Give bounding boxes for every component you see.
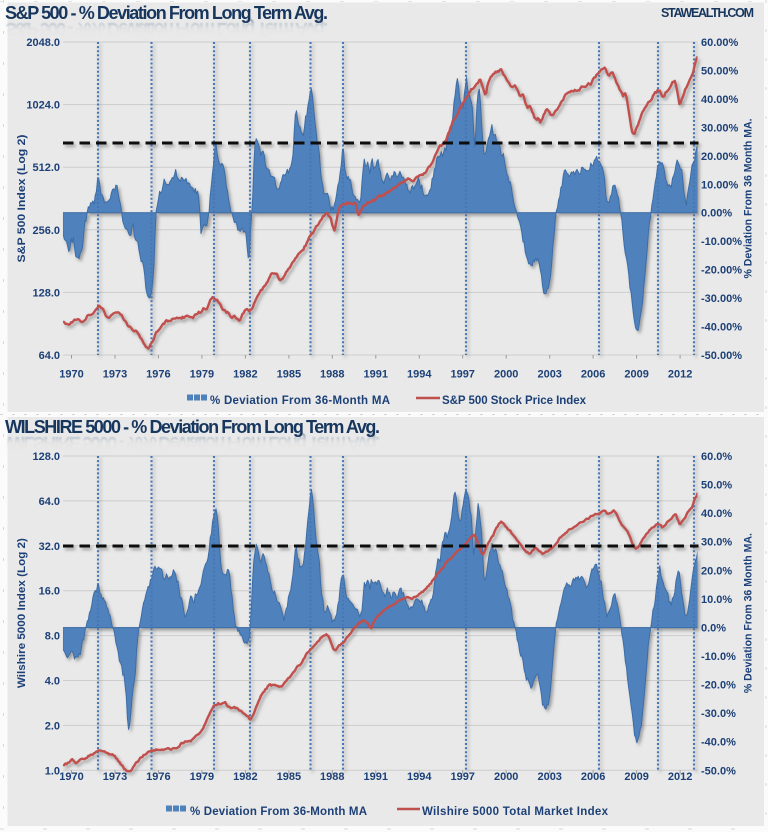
svg-text:WILSHIRE 5000 - % Deviation Fr: WILSHIRE 5000 - % Deviation From Long Te… [5,417,380,437]
svg-text:1988: 1988 [320,369,344,381]
svg-text:-30.0%: -30.0% [701,708,736,720]
svg-text:WILSHIRE 5000 - %% Deviation F: WILSHIRE 5000 - %% Deviation From Long T… [5,433,380,453]
svg-text:S&P 500 - %% Deviation From Lo: S&P 500 - %% Deviation From Long Term Av… [5,19,328,39]
svg-text:30.0%: 30.0% [701,537,732,549]
svg-text:1976: 1976 [146,369,170,381]
svg-text:-10.00%: -10.00% [701,236,742,248]
svg-text:8.0: 8.0 [45,631,60,643]
svg-text:30.00%: 30.00% [701,122,739,134]
svg-text:0.0%: 0.0% [701,622,726,634]
svg-text:1.0: 1.0 [45,765,60,777]
svg-text:1994: 1994 [407,771,432,783]
svg-text:50.0%: 50.0% [701,480,732,492]
svg-text:128.0: 128.0 [32,287,60,299]
svg-text:2012: 2012 [668,771,692,783]
svg-text:20.0%: 20.0% [701,565,732,577]
svg-text:% Deviation From 36-Month MA: % Deviation From 36-Month MA [190,806,367,818]
svg-text:-40.00%: -40.00% [701,322,742,334]
svg-text:1988: 1988 [320,771,344,783]
svg-text:1973: 1973 [103,771,127,783]
svg-text:1979: 1979 [190,771,214,783]
svg-text:4.0: 4.0 [45,676,60,688]
svg-text:1979: 1979 [190,369,214,381]
svg-text:128.0: 128.0 [32,451,60,463]
svg-text:-20.0%: -20.0% [701,680,736,692]
svg-text:0.00%: 0.00% [701,208,732,220]
svg-text:-40.0%: -40.0% [701,737,736,749]
svg-text:50.00%: 50.00% [701,66,739,78]
svg-text:64.0: 64.0 [39,496,60,508]
svg-text:1991: 1991 [364,771,388,783]
svg-text:2009: 2009 [624,369,648,381]
svg-text:60.00%: 60.00% [701,37,739,49]
svg-text:20.00%: 20.00% [701,151,739,163]
svg-text:S&P 500 - % Deviation From Lon: S&P 500 - % Deviation From Long Term Avg… [5,3,328,23]
svg-text:% Deviation From 36 Month MA.: % Deviation From 36 Month MA. [743,119,755,279]
svg-text:16.0: 16.0 [39,586,60,598]
svg-text:S&P 500 Stock Price Index: S&P 500 Stock Price Index [442,395,587,407]
svg-text:10.0%: 10.0% [701,594,732,606]
svg-text:1970: 1970 [59,369,83,381]
svg-text:% Deviation From 36 Month MA.: % Deviation From 36 Month MA. [743,533,755,693]
svg-text:40.00%: 40.00% [701,94,739,106]
svg-text:1973: 1973 [103,369,127,381]
svg-text:10.00%: 10.00% [701,179,739,191]
svg-text:Wilshire 5000 Total Market Ind: Wilshire 5000 Total Market Index [422,806,609,818]
svg-text:512.0: 512.0 [32,162,60,174]
svg-text:2003: 2003 [537,771,561,783]
svg-text:1970: 1970 [59,771,83,783]
svg-text:2000: 2000 [494,369,518,381]
svg-text:1994: 1994 [407,369,432,381]
svg-text:Wilshire 5000 Index (Log 2): Wilshire 5000 Index (Log 2) [16,538,28,688]
svg-text:64.0: 64.0 [39,350,60,362]
svg-text:1024.0: 1024.0 [26,100,60,112]
svg-text:32.0: 32.0 [39,541,60,553]
svg-text:2012: 2012 [668,369,692,381]
svg-text:-20.00%: -20.00% [701,265,742,277]
svg-text:2048.0: 2048.0 [26,37,60,49]
svg-text:STAWEALTH.COM: STAWEALTH.COM [661,6,754,20]
svg-text:256.0: 256.0 [32,225,60,237]
svg-text:1982: 1982 [233,369,257,381]
svg-text:2006: 2006 [581,771,605,783]
svg-text:-50.00%: -50.00% [701,350,742,362]
svg-text:2006: 2006 [581,369,605,381]
svg-text:-30.00%: -30.00% [701,293,742,305]
svg-text:40.0%: 40.0% [701,508,732,520]
svg-text:% Deviation From 36-Month MA: % Deviation From 36-Month MA [210,395,390,407]
svg-text:S&P 500 Index (Log 2): S&P 500 Index (Log 2) [16,134,28,262]
svg-text:-50.0%: -50.0% [701,765,736,777]
svg-text:60.0%: 60.0% [701,451,732,463]
svg-text:2000: 2000 [494,771,518,783]
svg-text:2003: 2003 [537,369,561,381]
svg-text:2.0: 2.0 [45,720,60,732]
svg-text:1982: 1982 [233,771,257,783]
svg-text:1997: 1997 [450,771,474,783]
svg-text:2009: 2009 [624,771,648,783]
svg-text:1976: 1976 [146,771,170,783]
svg-text:-10.0%: -10.0% [701,651,736,663]
svg-text:1997: 1997 [450,369,474,381]
svg-text:1991: 1991 [364,369,388,381]
svg-text:1985: 1985 [277,771,301,783]
svg-text:1985: 1985 [277,369,301,381]
